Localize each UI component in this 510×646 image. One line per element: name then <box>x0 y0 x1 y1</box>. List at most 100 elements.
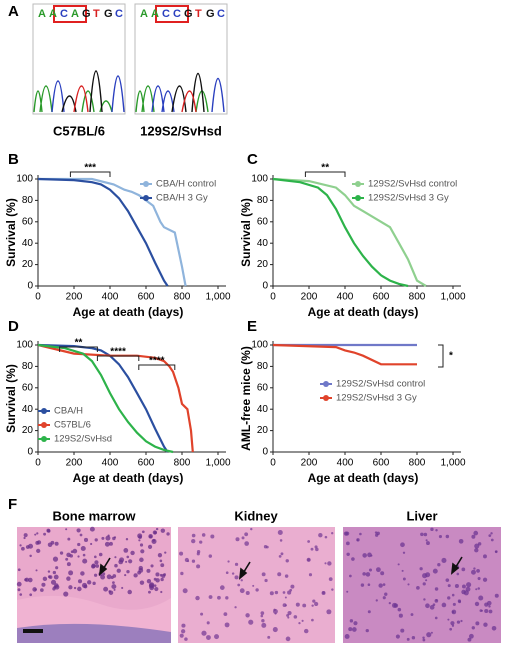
cell <box>362 553 367 558</box>
cell <box>191 538 196 544</box>
cell <box>345 541 350 546</box>
cell <box>130 550 135 556</box>
cell <box>441 602 447 608</box>
cell <box>400 542 405 548</box>
y-tick-label: 40 <box>22 404 34 415</box>
cell <box>140 549 145 554</box>
cell <box>191 559 196 563</box>
cell <box>219 585 225 590</box>
cell <box>261 622 267 628</box>
cell <box>164 551 167 554</box>
cell <box>234 606 237 609</box>
cell <box>298 621 301 625</box>
cell <box>482 577 488 582</box>
cell <box>481 609 484 612</box>
base: T <box>195 8 202 20</box>
base: A <box>140 8 148 20</box>
cell <box>447 618 450 621</box>
cell <box>282 603 287 608</box>
cell <box>155 578 160 583</box>
cell <box>149 535 153 539</box>
panel-label: A <box>8 3 19 20</box>
cell <box>100 574 106 580</box>
cell <box>103 586 109 592</box>
cell <box>133 573 138 578</box>
cell <box>437 563 441 567</box>
cell <box>59 551 64 555</box>
significance-bracket <box>138 364 176 370</box>
cell <box>157 553 163 558</box>
cell <box>314 545 318 549</box>
x-tick-label: 200 <box>301 292 318 303</box>
significance-bracket <box>69 171 111 177</box>
cell <box>398 613 403 618</box>
cell <box>391 602 398 608</box>
cell <box>87 580 92 585</box>
cell <box>327 561 332 566</box>
base: C <box>162 8 170 20</box>
cell <box>360 583 365 587</box>
cell <box>82 553 86 557</box>
cell <box>109 541 113 546</box>
cell <box>279 539 283 542</box>
cell <box>28 543 34 549</box>
legend-marker <box>323 381 329 387</box>
cell <box>287 616 290 619</box>
cell <box>68 585 73 590</box>
significance-label: ** <box>321 163 329 174</box>
cell <box>160 528 166 533</box>
cell <box>77 555 80 558</box>
cell <box>331 532 334 535</box>
cell <box>422 638 426 642</box>
cell <box>425 603 430 609</box>
cell <box>494 550 498 554</box>
cell <box>454 584 459 589</box>
cell <box>94 560 99 565</box>
cell <box>111 584 117 590</box>
cell <box>106 574 112 580</box>
cell <box>224 622 230 628</box>
cell <box>426 541 430 546</box>
cell <box>346 552 350 557</box>
cell <box>160 590 163 594</box>
cell <box>114 556 117 559</box>
panel-label: E <box>247 318 257 335</box>
chromatogram-traces <box>33 70 225 113</box>
legend-marker <box>355 181 361 187</box>
cell <box>365 628 369 633</box>
x-tick-label: 600 <box>373 292 390 303</box>
cell <box>195 595 200 601</box>
cell <box>359 532 362 536</box>
cell <box>77 579 83 584</box>
cell <box>434 587 439 591</box>
cell <box>116 568 121 573</box>
cell <box>307 540 311 543</box>
cell <box>368 568 373 572</box>
cell <box>447 596 451 600</box>
cell <box>285 636 291 642</box>
x-tick-label: 0 <box>270 458 276 469</box>
histology-title: Kidney <box>234 508 278 523</box>
significance-bracket <box>304 171 346 177</box>
cell <box>17 568 21 572</box>
x-axis-title: Age at death (days) <box>73 471 184 485</box>
cell <box>471 626 475 630</box>
x-axis-title: Age at death (days) <box>308 471 419 485</box>
cell <box>184 557 189 563</box>
cell <box>425 579 428 582</box>
legend-label: 129S2/SvHsd control <box>368 179 457 190</box>
cell <box>326 609 332 615</box>
histology-title: Liver <box>406 508 437 523</box>
cell <box>225 571 229 575</box>
cell <box>180 629 186 634</box>
cell <box>72 548 78 554</box>
cell <box>349 574 352 578</box>
cell <box>474 548 479 553</box>
cell <box>73 586 77 590</box>
cell <box>462 584 466 589</box>
x-tick-label: 0 <box>35 458 41 469</box>
cell <box>108 590 114 595</box>
x-axis-title: Age at death (days) <box>73 305 184 319</box>
legend-marker <box>143 181 149 187</box>
